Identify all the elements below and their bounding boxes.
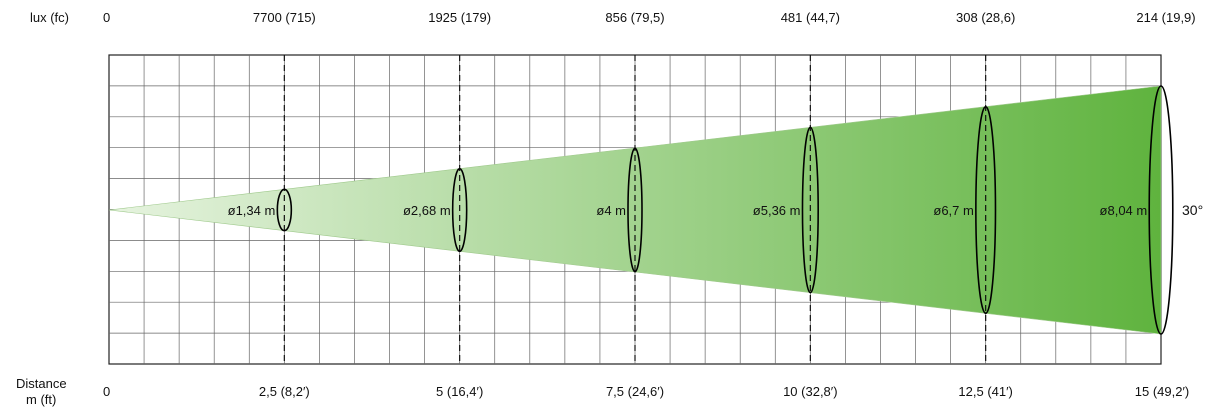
beam-diameter-label: ø2,68 m <box>403 203 451 218</box>
distance-value-label: 0 <box>103 384 110 399</box>
beam-diameter-label: ø1,34 m <box>228 203 276 218</box>
distance-value-label: 10 (32,8′) <box>783 384 837 399</box>
beam-angle-label: 30° <box>1182 202 1203 218</box>
beam-diameter-label: ø4 m <box>596 203 626 218</box>
lux-value-label: 214 (19,9) <box>1136 10 1195 25</box>
distance-value-label: 15 (49,2′) <box>1135 384 1189 399</box>
lux-labels: 0 7700 (715) 1925 (179) 856 (79,5) 481 (44,7… <box>103 10 1196 25</box>
diameter-labels: ø1,34 m ø2,68 m ø4 m ø5,36 m ø6,7 m ø8,04 m <box>228 203 1148 218</box>
beam-ellipse <box>627 147 643 273</box>
beam-diameter-label: ø5,36 m <box>753 203 801 218</box>
lux-value-label: 7700 (715) <box>253 10 316 25</box>
distance-value-label: 12,5 (41′) <box>958 384 1012 399</box>
distance-value-label: 2,5 (8,2′) <box>259 384 310 399</box>
beam-ellipse <box>801 126 819 294</box>
distance-header: Distance <box>16 376 67 391</box>
beam-diameter-label: ø8,04 m <box>1100 203 1148 218</box>
lux-value-label: 0 <box>103 10 110 25</box>
distance-labels: 0 2,5 (8,2′) 5 (16,4′) 7,5 (24,6′) 10 (32,8′… <box>103 384 1189 399</box>
beam-ellipse <box>975 105 997 315</box>
lux-header: lux (fc) <box>30 10 69 25</box>
beam-ellipse <box>276 188 293 232</box>
beam-ellipses <box>276 85 1174 335</box>
beam-ellipse <box>451 167 468 253</box>
lux-value-label: 481 (44,7) <box>781 10 840 25</box>
lux-value-label: 856 (79,5) <box>605 10 664 25</box>
distance-header-unit: m (ft) <box>26 392 56 407</box>
lux-value-label: 1925 (179) <box>428 10 491 25</box>
beam-diameter-label: ø6,7 m <box>933 203 973 218</box>
beam-ellipse <box>1148 85 1174 335</box>
distance-value-label: 7,5 (24,6′) <box>606 384 664 399</box>
lux-value-label: 308 (28,6) <box>956 10 1015 25</box>
distance-value-label: 5 (16,4′) <box>436 384 483 399</box>
